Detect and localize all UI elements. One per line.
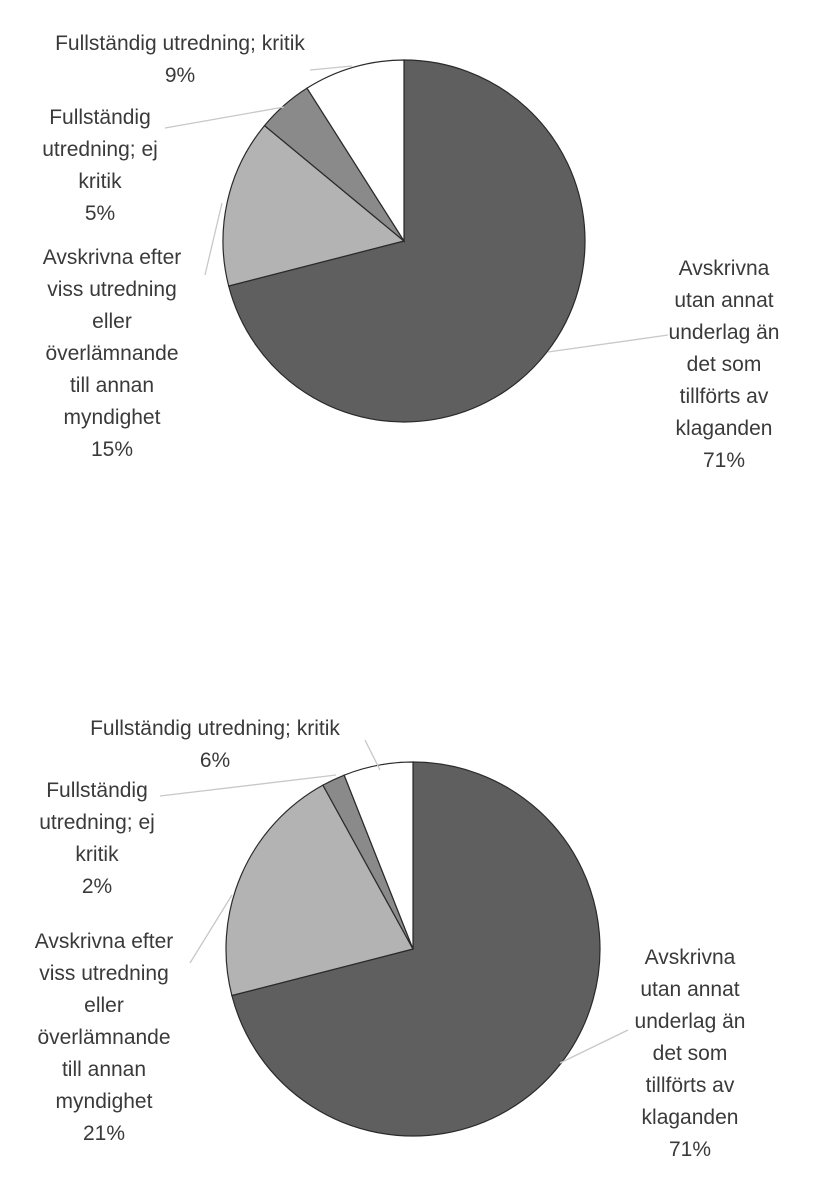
pie2-slice-label-3: Fullständig utredning; ej kritik 2% — [39, 779, 155, 898]
pie1-slice-label-1: Avskrivna utan annat underlag än det som til… — [669, 257, 780, 472]
pie2-slice-2 — [225, 784, 414, 997]
pie1-leader-line-1 — [547, 334, 669, 353]
pie1-slice-label-2: Avskrivna efter viss utredning eller överlä… — [43, 246, 182, 461]
pie1-leader-line-4 — [309, 65, 353, 71]
pie2-slice-label-2: Avskrivna efter viss utredning eller överlä… — [35, 930, 174, 1145]
pie1-leader-line-2 — [204, 202, 223, 276]
pie2-leader-line-3 — [159, 774, 337, 797]
pie2-slice-1 — [231, 761, 601, 1137]
pie2-slice-label-4: Fullständig utredning; kritik 6% — [90, 717, 340, 772]
pie2-slice-label-1: Avskrivna utan annat underlag än det som til… — [635, 946, 746, 1161]
pie1-slice-label-3: Fullständig utredning; ej kritik 5% — [42, 106, 158, 225]
pie1-leader-line-3 — [164, 106, 285, 129]
pie1-slice-2 — [222, 124, 406, 287]
pie2-leader-line-2 — [189, 894, 233, 964]
pie2-leader-line-4 — [364, 739, 381, 771]
pie1-slice-4 — [306, 59, 405, 244]
pie2-leader-line-1 — [559, 1029, 629, 1064]
pie1-slice-label-4: Fullständig utredning; kritik 9% — [55, 32, 305, 87]
pie1-slice-1 — [227, 59, 586, 423]
